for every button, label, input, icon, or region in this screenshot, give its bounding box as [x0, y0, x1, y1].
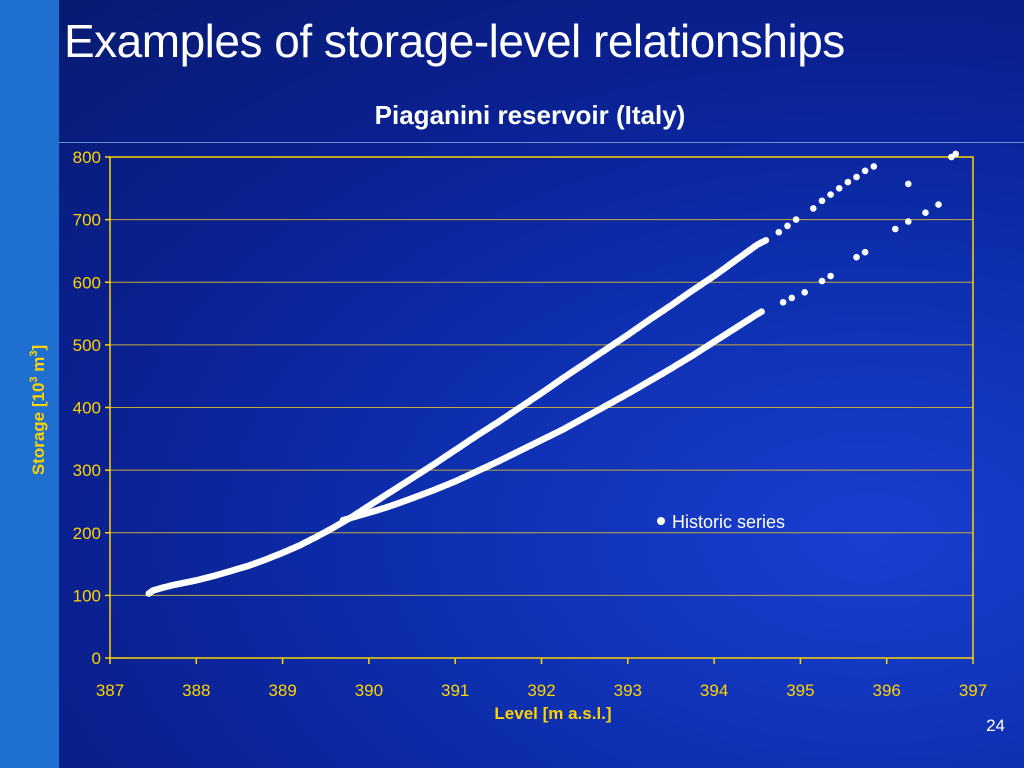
data-point: [784, 222, 791, 230]
slide-number: 24: [986, 716, 1005, 735]
data-point: [792, 216, 800, 223]
x-axis-ticks: 387 388 389 390 391 392 393 394 395 396 397: [96, 658, 987, 700]
data-point: [853, 253, 860, 261]
data-point: [818, 277, 826, 285]
slide-title: Examples of storage-level relationships: [64, 15, 845, 67]
data-point: [775, 228, 783, 236]
data-point: [905, 180, 912, 188]
title-divider: [59, 142, 1024, 143]
x-tick-label: 391: [441, 681, 469, 700]
data-point: [801, 289, 808, 296]
x-tick-label: 388: [182, 681, 210, 700]
legend: Historic series: [657, 512, 785, 532]
chart-title: Piaganini reservoir (Italy): [375, 100, 686, 130]
data-point: [762, 237, 770, 244]
data-point: [844, 178, 852, 186]
y-axis-ticks: 0 100 200 300 400 500 600 700 800: [73, 148, 110, 668]
data-point: [810, 205, 817, 212]
legend-marker: [657, 517, 665, 525]
x-tick-label: 395: [786, 681, 814, 700]
left-accent-bar: [0, 0, 59, 768]
data-point: [892, 225, 899, 233]
y-tick-label: 400: [73, 399, 101, 418]
data-point: [779, 299, 787, 306]
x-tick-label: 387: [96, 681, 124, 700]
data-points: [145, 150, 959, 597]
x-tick-label: 397: [959, 681, 987, 700]
data-point: [861, 248, 869, 256]
y-tick-label: 200: [73, 524, 101, 543]
y-tick-label: 0: [92, 649, 101, 668]
x-axis-label: Level [m a.s.l.]: [494, 704, 611, 723]
x-tick-label: 392: [527, 681, 555, 700]
x-tick-label: 393: [614, 681, 642, 700]
data-point: [922, 209, 929, 216]
x-tick-label: 394: [700, 681, 728, 700]
x-tick-label: 390: [355, 681, 383, 700]
data-point: [935, 201, 942, 208]
gridlines: [110, 219, 973, 596]
data-point: [758, 308, 765, 316]
y-axis-label: Storage [103 m3]: [28, 345, 48, 475]
y-tick-label: 300: [73, 461, 101, 480]
y-tick-label: 100: [73, 586, 101, 605]
data-point: [827, 191, 834, 198]
data-point: [835, 185, 843, 192]
y-tick-label: 500: [73, 336, 101, 355]
data-point: [905, 218, 912, 225]
data-point: [818, 197, 826, 205]
data-point: [861, 167, 869, 175]
data-point: [827, 272, 834, 280]
y-tick-label: 700: [73, 211, 101, 230]
legend-label: Historic series: [672, 512, 785, 532]
data-point: [870, 163, 878, 170]
x-tick-label: 389: [268, 681, 296, 700]
y-tick-label: 800: [73, 148, 101, 167]
x-tick-label: 396: [873, 681, 901, 700]
data-point: [853, 173, 860, 181]
data-point: [788, 294, 796, 302]
y-tick-label: 600: [73, 273, 101, 292]
data-point: [952, 150, 959, 158]
